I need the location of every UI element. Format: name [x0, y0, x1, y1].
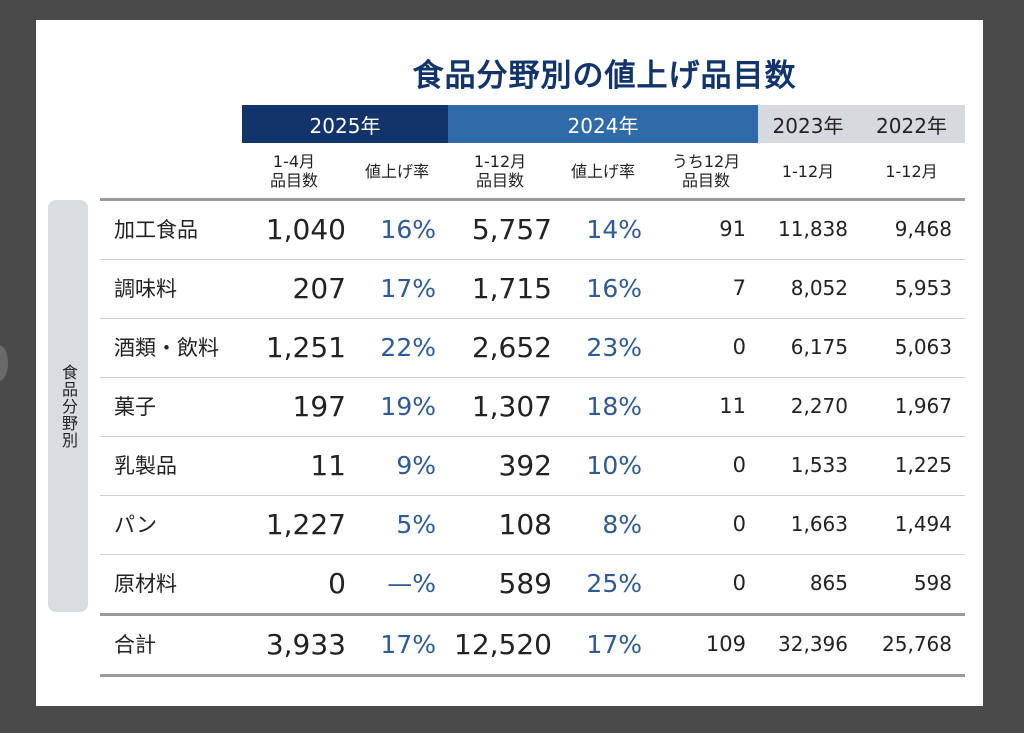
- row-label: パン: [114, 513, 158, 537]
- value-2023: 8,052: [790, 276, 848, 300]
- value-2025-items: 3,933: [265, 627, 346, 661]
- subheader-2025-items: 1-4月 品目数: [269, 152, 318, 190]
- value-2024-december: 0: [732, 512, 746, 536]
- table-row: 乳製品 11 9% 392 10% 0 1,533 1,225: [100, 436, 965, 494]
- value-2022: 5,953: [894, 276, 952, 300]
- rate-2024: 23%: [586, 332, 642, 362]
- value-2024-items: 108: [498, 507, 552, 541]
- year-header-2022: 2022年: [858, 105, 965, 143]
- table-row: 調味料 207 17% 1,715 16% 7 8,052 5,953: [100, 259, 965, 317]
- value-2025-items: 1,251: [265, 330, 346, 364]
- rate-2025: 17%: [380, 629, 436, 659]
- value-2024-items: 589: [498, 566, 552, 600]
- value-2022: 1,494: [894, 512, 952, 536]
- value-2024-items: 2,652: [471, 330, 552, 364]
- table-divider: [100, 318, 965, 319]
- row-label: 菓子: [114, 395, 156, 419]
- value-2024-items: 1,715: [471, 271, 552, 305]
- value-2023: 1,663: [790, 512, 848, 536]
- value-2024-december: 0: [732, 571, 746, 595]
- value-2024-items: 12,520: [454, 627, 552, 661]
- value-2023: 11,838: [778, 217, 848, 241]
- value-2024-december: 7: [732, 276, 746, 300]
- value-2022: 9,468: [894, 217, 952, 241]
- subheader-2024-rate: 値上げ率: [570, 161, 635, 181]
- value-2022: 1,967: [894, 394, 952, 418]
- row-label: 合計: [114, 633, 156, 657]
- value-2024-items: 5,757: [471, 212, 552, 246]
- subheader-2025-rate: 値上げ率: [364, 161, 429, 181]
- rate-2024: 16%: [586, 273, 642, 303]
- table-divider: [100, 495, 965, 496]
- table-divider: [100, 554, 965, 555]
- rate-2024: 10%: [586, 450, 642, 480]
- year-header-2023: 2023年: [758, 105, 858, 143]
- table-row: 酒類・飲料 1,251 22% 2,652 23% 0 6,175 5,063: [100, 318, 965, 376]
- value-2024-items: 392: [498, 448, 552, 482]
- value-2024-december: 11: [719, 394, 746, 418]
- rate-2024: 17%: [586, 629, 642, 659]
- side-scroll-handle: [0, 345, 8, 381]
- value-2024-items: 1,307: [471, 389, 552, 423]
- value-2022: 598: [913, 571, 952, 595]
- rate-2025: 19%: [380, 391, 436, 421]
- value-2023: 2,270: [790, 394, 848, 418]
- value-2024-december: 91: [719, 217, 746, 241]
- value-2022: 1,225: [894, 453, 952, 477]
- rate-2025: 17%: [380, 273, 436, 303]
- table-divider-thick: [100, 674, 965, 677]
- row-label: 酒類・飲料: [114, 336, 219, 360]
- rate-2025: 5%: [396, 509, 436, 539]
- value-2025-items: 1,040: [265, 212, 346, 246]
- value-2022: 5,063: [894, 335, 952, 359]
- value-2024-december: 109: [705, 632, 746, 656]
- table-divider: [100, 259, 965, 260]
- value-2023: 32,396: [778, 632, 848, 656]
- value-2025-items: 0: [328, 566, 346, 600]
- page-title: 食品分野別の値上げ品目数: [412, 58, 797, 94]
- rate-2024: 25%: [586, 568, 642, 598]
- row-label: 加工食品: [114, 218, 198, 242]
- subheader-2024-december: うち12月 品目数: [671, 152, 741, 190]
- table-divider-thick: [100, 613, 965, 616]
- rate-2025: —%: [387, 568, 436, 598]
- subheader-2022: 1-12月: [885, 161, 938, 181]
- rate-2024: 18%: [586, 391, 642, 421]
- value-2025-items: 1,227: [265, 507, 346, 541]
- row-label: 原材料: [114, 572, 177, 596]
- value-2025-items: 11: [310, 448, 346, 482]
- year-header-2025: 2025年: [242, 105, 448, 143]
- subheader-2024-items: 1-12月 品目数: [473, 152, 527, 190]
- table-row: 菓子 197 19% 1,307 18% 11 2,270 1,967: [100, 377, 965, 435]
- table-divider: [100, 436, 965, 437]
- rate-2025: 16%: [380, 214, 436, 244]
- table-row: 加工食品 1,040 16% 5,757 14% 91 11,838 9,468: [100, 200, 965, 258]
- row-label: 乳製品: [114, 454, 177, 478]
- value-2023: 6,175: [790, 335, 848, 359]
- table-divider: [100, 377, 965, 378]
- table-panel: 食品分野別の値上げ品目数 2025年 2024年 2023年 2022年 1-4…: [36, 20, 983, 706]
- value-2022: 25,768: [882, 632, 952, 656]
- value-2023: 865: [809, 571, 848, 595]
- subheader-2023: 1-12月: [781, 161, 835, 181]
- value-2025-items: 197: [292, 389, 346, 423]
- row-label: 調味料: [114, 277, 177, 301]
- table-row: 合計 3,933 17% 12,520 17% 109 32,396 25,768: [100, 615, 965, 673]
- category-side-label: 食品分野別: [48, 200, 88, 612]
- year-header-2024: 2024年: [448, 105, 758, 143]
- rate-2025: 9%: [396, 450, 436, 480]
- value-2025-items: 207: [292, 271, 346, 305]
- rate-2024: 14%: [586, 214, 642, 244]
- table-divider-thick: [100, 198, 965, 201]
- table-row: パン 1,227 5% 108 8% 0 1,663 1,494: [100, 495, 965, 553]
- value-2024-december: 0: [732, 453, 746, 477]
- value-2024-december: 0: [732, 335, 746, 359]
- value-2023: 1,533: [790, 453, 848, 477]
- rate-2024: 8%: [602, 509, 642, 539]
- table-row: 原材料 0 —% 589 25% 0 865 598: [100, 554, 965, 612]
- rate-2025: 22%: [380, 332, 436, 362]
